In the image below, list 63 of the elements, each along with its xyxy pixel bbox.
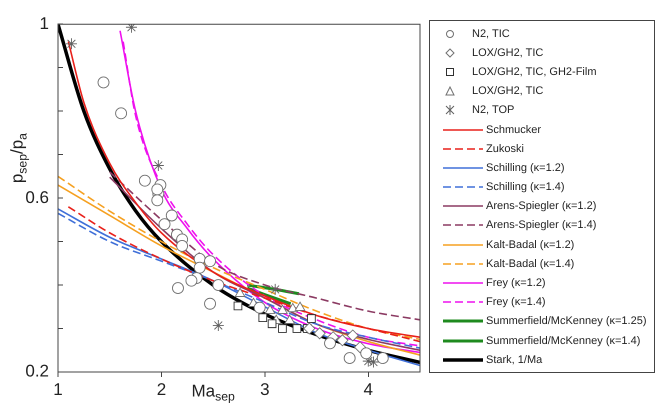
point: [166, 210, 178, 222]
point: [284, 314, 295, 324]
point: [346, 330, 359, 342]
x-tick-label: 3: [260, 380, 270, 399]
line-series: [108, 171, 420, 321]
point: [158, 218, 170, 230]
x-tick-label: 2: [156, 380, 166, 399]
line-series: [108, 176, 420, 352]
y-axis-title: psep/pa: [8, 132, 30, 184]
point: [292, 324, 302, 333]
point: [185, 274, 198, 287]
point: [294, 302, 306, 311]
point: [204, 255, 216, 268]
legend-label: Schilling (κ=1.4): [486, 181, 565, 194]
point: [277, 304, 288, 314]
point: [258, 313, 268, 322]
point: [234, 302, 242, 310]
point: [234, 288, 246, 297]
point: [151, 194, 164, 206]
point: [269, 283, 282, 296]
point: [65, 38, 78, 50]
point: [368, 356, 380, 368]
legend-label: Arens-Spiegler (κ=1.2): [486, 200, 596, 212]
legend-label: N2, TOP: [472, 104, 514, 116]
point: [254, 302, 266, 314]
point: [362, 355, 374, 368]
point: [307, 314, 316, 323]
legend-label: Frey (κ=1.2): [486, 277, 546, 290]
point: [151, 183, 164, 196]
legend-label: Frey (κ=1.4): [486, 296, 546, 308]
legend-label: Arens-Spiegler (κ=1.4): [486, 219, 596, 232]
legend-label: Schmucker: [486, 124, 542, 136]
point: [376, 352, 389, 364]
y-tick-label: 0.6: [25, 188, 49, 207]
point: [324, 337, 336, 350]
point: [176, 240, 188, 252]
legend-label: Stark, 1/Ma: [486, 354, 542, 366]
legend-label: LOX/GH2, TIC, GH2-Film: [472, 66, 596, 78]
point: [303, 322, 316, 334]
point: [314, 327, 326, 340]
point: [264, 304, 276, 314]
legend-label: Summerfield/McKenney (κ=1.25): [486, 315, 646, 328]
legend-label: Schilling (κ=1.2): [486, 162, 565, 174]
y-tick-label: 0.2: [25, 362, 49, 381]
x-tick-label: 4: [364, 380, 374, 399]
legend-label: Kalt-Badal (κ=1.2): [486, 238, 574, 251]
legend-label: N2, TIC: [472, 28, 510, 40]
legend-label: LOX/GH2, TIC: [472, 46, 544, 59]
point: [336, 334, 348, 346]
legend-label: Kalt-Badal (κ=1.4): [486, 258, 574, 270]
legend-label: LOX/GH2, TIC: [472, 85, 544, 98]
y-tick-label: 1: [40, 14, 49, 33]
point: [212, 320, 224, 332]
point: [268, 319, 276, 328]
point: [152, 160, 164, 172]
legend-label: Zukoski: [486, 142, 524, 155]
x-tick-label: 1: [53, 380, 63, 399]
point: [194, 262, 206, 274]
point: [212, 279, 224, 291]
legend-label: Summerfield/McKenney (κ=1.4): [486, 334, 640, 347]
point: [288, 303, 298, 312]
point: [360, 347, 372, 360]
point: [278, 324, 287, 333]
